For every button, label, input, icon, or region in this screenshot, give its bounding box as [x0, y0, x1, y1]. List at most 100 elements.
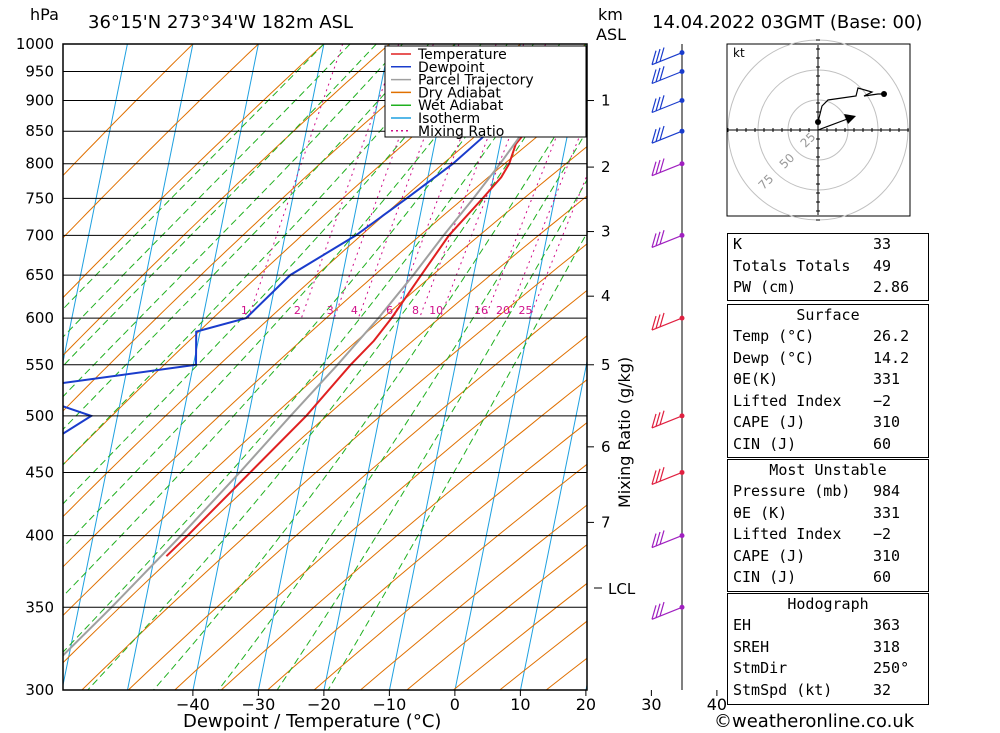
wind-barb-feather — [651, 605, 657, 620]
wind-barb-feather — [659, 230, 665, 245]
wind-barb-dot — [679, 50, 685, 56]
wind-barb-feather — [659, 95, 665, 110]
wind-barb-dot — [679, 604, 685, 610]
wet-adiabat-line — [63, 44, 403, 398]
axis-ticks: 3003504004505005506006507007508008509009… — [16, 35, 727, 714]
temperature-tick-label: −40 — [176, 695, 210, 714]
wind-barb-feather — [655, 531, 661, 547]
wind-barb-feather — [655, 48, 661, 64]
hodograph-title: Hodograph — [787, 595, 869, 613]
index-row: Totals Totals 49 — [733, 256, 892, 275]
wind-barb-feather — [655, 96, 661, 112]
wind-barb-feather — [651, 470, 657, 485]
plot-frame — [62, 43, 588, 691]
temperature-tick-label: 10 — [510, 695, 530, 714]
isotherm-line — [126, 44, 259, 690]
dry-adiabat-line — [63, 95, 587, 568]
wind-barb-shaft — [651, 99, 683, 114]
wind-barb-feather — [655, 67, 661, 83]
legend-label: Parcel Trajectory — [418, 73, 534, 89]
isotherm-line — [63, 44, 128, 365]
wet-adiabat-line — [63, 44, 456, 466]
wind-barb-feather — [655, 231, 661, 246]
temperature-tick-label: 20 — [576, 695, 596, 714]
wet-adiabat-line — [63, 44, 377, 367]
mixing-ratio-line — [484, 58, 587, 319]
wind-barb-feather — [655, 603, 661, 618]
copyright-text: ©weatheronline.co.uk — [714, 711, 915, 732]
hodograph-end-dot — [881, 91, 887, 97]
dry-adiabat-line — [63, 146, 587, 617]
wind-barb-shaft — [651, 606, 683, 620]
pressure-tick-label: 650 — [25, 266, 54, 284]
hodograph-row: StmDir 250° — [733, 659, 910, 678]
hodograph-start-dot — [815, 119, 821, 125]
temperature-tick-label: 40 — [707, 695, 727, 714]
mixing-ratio-label: 16 — [474, 304, 488, 317]
most-unstable-row: θE (K) 331 — [733, 503, 901, 522]
km-label: km — [598, 5, 623, 24]
index-row: PW (cm) 2.86 — [733, 278, 910, 297]
wind-barb-shaft — [651, 317, 683, 331]
pressure-tick-label: 800 — [25, 155, 54, 173]
storm-motion-vector — [817, 117, 851, 131]
km-tick-label: 1 — [601, 92, 611, 110]
dry-adiabat-line — [63, 44, 325, 299]
most-unstable-row: CIN (J) 60 — [733, 568, 892, 587]
mixing-ratio-label: 8 — [412, 304, 419, 317]
location-title: 36°15'N 273°34'W 182m ASL — [88, 12, 353, 33]
wind-barb-feather — [659, 601, 665, 617]
datetime-label: 14.04.2022 03GMT (Base: 00) — [652, 12, 922, 33]
mixing-ratio-label: 1 — [241, 304, 248, 317]
isotherm-line — [257, 44, 390, 690]
mixing-ratio-label: 25 — [519, 304, 533, 317]
surface-row: CIN (J) 60 — [733, 434, 892, 453]
pressure-tick-label: 700 — [25, 226, 54, 244]
wind-barb-feather — [659, 158, 665, 173]
dry-adiabat-line — [63, 44, 456, 412]
wind-barb-feather — [651, 69, 657, 84]
wind-barbs — [651, 44, 685, 690]
mixing-ratio-label: 20 — [496, 304, 510, 317]
mixing-ratio-line — [247, 44, 344, 319]
dry-adiabat-line — [63, 44, 521, 466]
surface-row: Dewp (°C) 14.2 — [733, 348, 910, 367]
km-tick-label: 3 — [601, 223, 611, 241]
surface-row: θE(K) 331 — [733, 370, 901, 389]
legend-label: Wet Adiabat — [418, 98, 504, 114]
temperature-tick-label: 30 — [641, 695, 661, 714]
pressure-tick-label: 600 — [25, 309, 54, 327]
most-unstable-row: CAPE (J) 310 — [733, 546, 901, 565]
temperature-tick-label: −30 — [241, 695, 275, 714]
temperature-tick-label: −10 — [372, 695, 406, 714]
mixing-ratio-label: 10 — [429, 304, 443, 317]
most-unstable-row: Lifted Index −2 — [733, 525, 892, 544]
wind-barb-feather — [651, 233, 657, 248]
mixing-ratio-axis-label: Mixing Ratio (g/kg) — [615, 357, 634, 508]
hodograph-trace — [817, 87, 884, 123]
mixing-ratio-line — [506, 116, 587, 319]
dry-adiabat-line — [63, 44, 390, 357]
dry-adiabat-line — [63, 195, 587, 664]
pressure-tick-label: 400 — [25, 527, 54, 545]
wind-barb-feather — [659, 467, 665, 482]
wind-barb-shaft — [651, 52, 683, 66]
wet-adiabat-line — [63, 44, 508, 548]
pressure-tick-label: 300 — [25, 681, 54, 699]
most-unstable-row: Pressure (mb) 984 — [733, 482, 901, 500]
storm-motion-arrowhead — [844, 114, 856, 124]
isotherm-line — [192, 44, 325, 690]
legend-label: Dewpoint — [418, 60, 485, 76]
wind-barb-dot — [679, 315, 685, 321]
legend-label: Temperature — [417, 47, 507, 63]
series-line-parcel-trajectory — [63, 77, 587, 657]
km-tick-label: 2 — [601, 158, 611, 176]
pressure-tick-label: 850 — [25, 122, 54, 140]
wind-barb-feather — [659, 530, 665, 545]
wind-barb-shaft — [651, 163, 683, 177]
mixing-ratio-label: 2 — [294, 304, 301, 317]
wind-barb-feather — [651, 161, 657, 176]
wind-barb-shaft — [651, 234, 683, 248]
asl-label: ASL — [596, 25, 626, 44]
